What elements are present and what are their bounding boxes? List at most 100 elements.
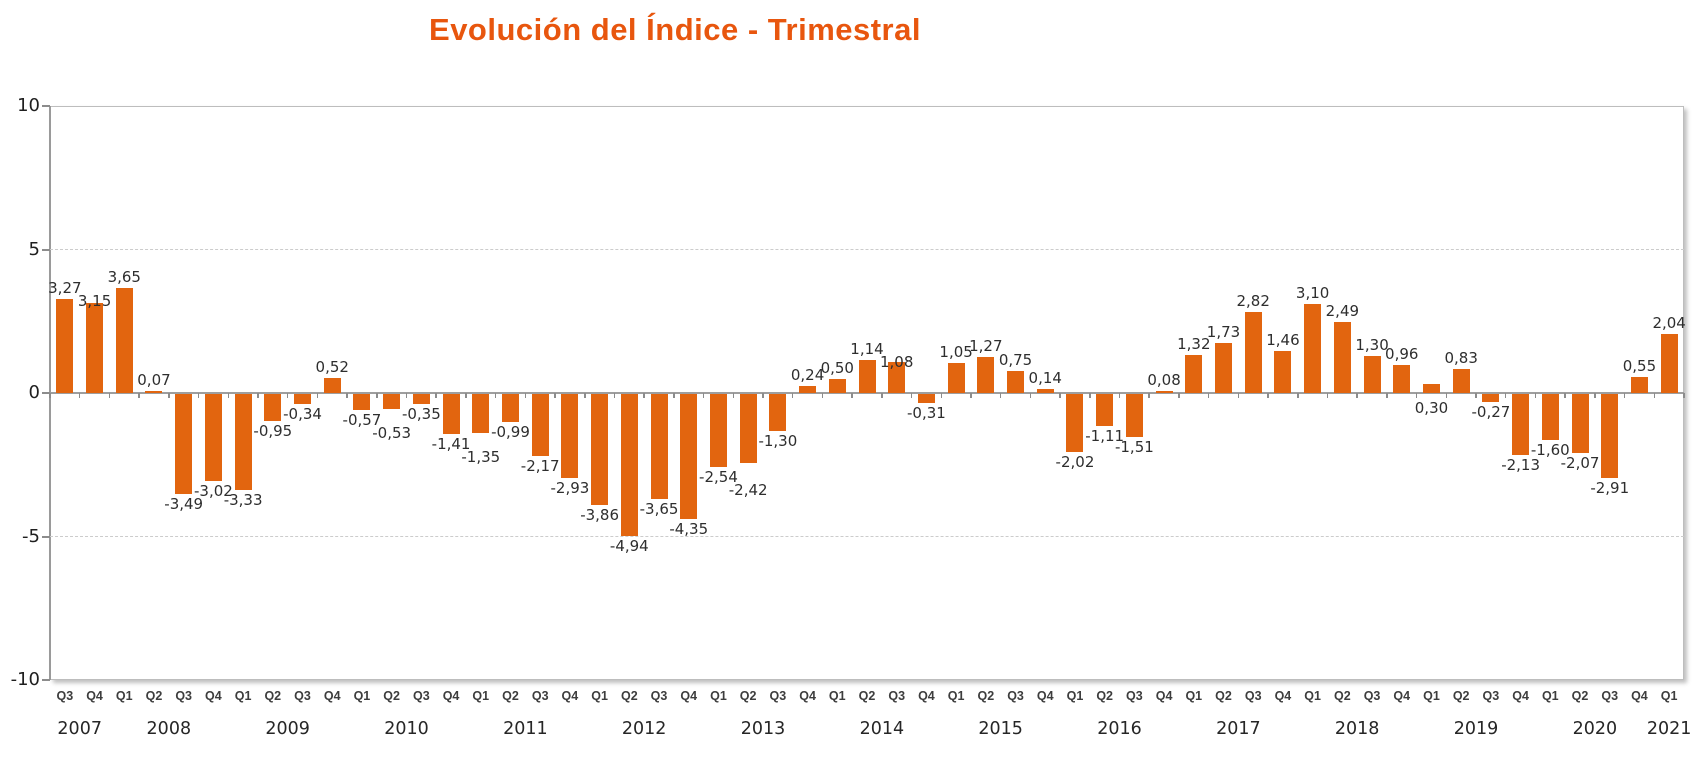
value-label: -0,99 (491, 423, 530, 442)
x-axis-tick (1148, 393, 1150, 398)
x-axis-year-label: 2011 (503, 719, 548, 739)
y-axis-tick (42, 679, 50, 681)
bar (1007, 371, 1025, 393)
x-axis-quarter-label: Q4 (918, 689, 935, 703)
value-label: 1,05 (939, 342, 973, 361)
x-axis-quarter-label: Q2 (1215, 689, 1232, 703)
bar (204, 394, 222, 481)
value-label: 0,83 (1444, 349, 1478, 368)
x-axis-quarter-label: Q3 (413, 689, 430, 703)
x-axis-tick (168, 393, 170, 398)
x-axis-year-label: 2014 (859, 719, 905, 739)
x-axis-quarter-label: Q2 (264, 689, 282, 703)
bar (1244, 312, 1262, 393)
x-axis-year-label: 2020 (1572, 719, 1618, 739)
bar (472, 394, 490, 433)
x-axis-year-label: 2008 (146, 719, 192, 739)
bar (858, 360, 876, 393)
x-axis-tick (1297, 393, 1299, 398)
bar (353, 394, 371, 411)
x-axis-tick (851, 393, 853, 398)
bar (294, 394, 312, 404)
x-axis-tick (554, 393, 556, 398)
x-axis-year-label: 2019 (1453, 719, 1499, 739)
bar (888, 362, 906, 393)
bar (1155, 390, 1173, 393)
bar (115, 288, 133, 393)
x-axis-quarter-label: Q1 (591, 689, 608, 703)
x-axis-tick (316, 393, 319, 398)
x-axis-tick (227, 393, 229, 398)
x-axis-tick (1178, 393, 1180, 398)
x-axis-tick (791, 393, 794, 398)
x-axis-tick (108, 393, 111, 398)
x-axis-quarter-label: Q4 (86, 689, 103, 703)
value-label: -4,94 (609, 536, 649, 555)
x-axis-tick (732, 393, 735, 398)
bar (1541, 394, 1559, 440)
x-axis-quarter-label: Q2 (145, 689, 163, 703)
x-axis-quarter-label: Q2 (858, 689, 876, 703)
x-axis-quarter-label: Q2 (1452, 689, 1470, 703)
bar (1601, 394, 1619, 478)
value-label: 0,75 (998, 351, 1033, 370)
x-axis-year-label: 2009 (265, 719, 310, 739)
x-axis-tick (1504, 393, 1507, 398)
value-label: -1,11 (1085, 426, 1125, 445)
x-axis-tick (346, 393, 348, 398)
x-axis-year-label: 2015 (978, 719, 1023, 739)
x-axis-tick (1564, 393, 1566, 398)
x-axis-quarter-label: Q3 (888, 689, 906, 703)
bar (1630, 377, 1648, 393)
value-label: -1,35 (461, 448, 501, 467)
bar (947, 362, 965, 393)
bar (264, 394, 282, 422)
x-axis-quarter-label: Q4 (1512, 689, 1529, 703)
x-axis-tick (78, 393, 81, 398)
x-axis-quarter-label: Q3 (1007, 689, 1024, 703)
y-axis-tick (42, 248, 50, 251)
x-axis-tick (1534, 393, 1537, 398)
value-label: -3,49 (164, 495, 204, 514)
value-label: 0,96 (1385, 345, 1419, 364)
x-axis-tick (138, 393, 140, 398)
y-axis-tick-label: 5 (28, 238, 40, 260)
value-label: -0,27 (1471, 402, 1511, 421)
x-axis-quarter-label: Q1 (353, 689, 371, 703)
bar (1422, 384, 1440, 393)
x-axis-tick (1623, 393, 1626, 398)
bar (680, 394, 698, 519)
bar (412, 394, 430, 405)
value-label: 1,27 (969, 336, 1003, 355)
x-axis-quarter-label: Q4 (323, 689, 341, 703)
horizontal-gridline (50, 535, 1684, 537)
value-label: -0,35 (401, 405, 441, 424)
value-label: 0,24 (790, 366, 825, 385)
x-axis-quarter-label: Q4 (1036, 689, 1054, 703)
value-label: 2,04 (1652, 314, 1686, 333)
x-axis-quarter-label: Q2 (1571, 689, 1589, 703)
bar (1363, 355, 1381, 393)
bar (1185, 355, 1203, 393)
value-label: -0,95 (253, 422, 293, 441)
x-axis-quarter-label: Q3 (56, 689, 74, 703)
value-label: -1,60 (1530, 440, 1570, 459)
value-label: -3,65 (639, 499, 679, 518)
x-axis-quarter-label: Q3 (1363, 689, 1381, 703)
bar (1393, 365, 1411, 393)
y-axis-tick (42, 392, 50, 394)
bar (86, 302, 104, 393)
bar (1215, 343, 1232, 393)
value-label: 0,30 (1414, 399, 1449, 417)
bar (1660, 334, 1678, 393)
value-label: -2,07 (1560, 454, 1600, 473)
bar (1036, 388, 1054, 393)
x-axis-quarter-label: Q4 (799, 689, 816, 703)
bar (977, 356, 995, 393)
bar (383, 394, 401, 410)
x-axis-tick (1326, 393, 1329, 398)
x-axis-tick (999, 393, 1002, 398)
x-axis-tick (673, 393, 675, 398)
bar (531, 394, 549, 457)
